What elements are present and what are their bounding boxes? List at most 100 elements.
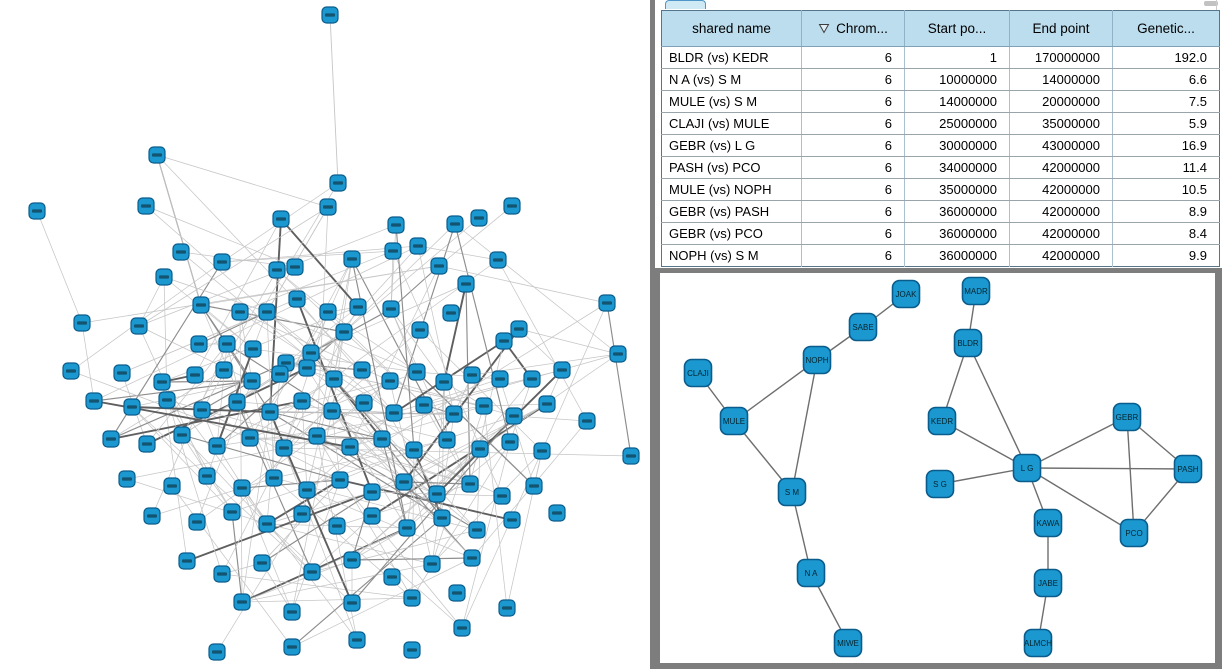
- network-node[interactable]: [286, 258, 304, 276]
- network-node[interactable]: [442, 304, 460, 322]
- network-node[interactable]: [382, 300, 400, 318]
- network-node[interactable]: [137, 197, 155, 215]
- network-node[interactable]: [130, 317, 148, 335]
- network-node[interactable]: [231, 303, 249, 321]
- network-node[interactable]: [430, 257, 448, 275]
- column-header-genetic[interactable]: Genetic...: [1112, 10, 1220, 47]
- network-node[interactable]: [525, 477, 543, 495]
- network-node-lg[interactable]: L G: [1012, 453, 1042, 483]
- network-node[interactable]: [28, 202, 46, 220]
- network-node-sg[interactable]: S G: [925, 469, 955, 499]
- network-node[interactable]: [283, 603, 301, 621]
- network-node[interactable]: [158, 391, 176, 409]
- network-node[interactable]: [253, 554, 271, 572]
- table-row[interactable]: MULE (vs) S M 6 14000000 20000000 7.5: [661, 90, 1220, 113]
- network-node[interactable]: [453, 619, 471, 637]
- network-edge[interactable]: [939, 467, 1028, 485]
- table-row[interactable]: NOPH (vs) S M 6 36000000 42000000 9.9: [661, 244, 1220, 267]
- network-node[interactable]: [275, 439, 293, 457]
- table-row[interactable]: N A (vs) S M 6 10000000 14000000 6.6: [661, 68, 1220, 91]
- network-node[interactable]: [283, 638, 301, 656]
- network-node[interactable]: [265, 469, 283, 487]
- network-node[interactable]: [384, 242, 402, 260]
- network-node[interactable]: [293, 392, 311, 410]
- network-node[interactable]: [343, 250, 361, 268]
- network-node[interactable]: [233, 479, 251, 497]
- network-node[interactable]: [258, 303, 276, 321]
- network-node[interactable]: [163, 477, 181, 495]
- network-node[interactable]: [403, 589, 421, 607]
- scrollbar-thumb[interactable]: [1204, 1, 1218, 6]
- network-node-jabe[interactable]: JABE: [1033, 568, 1063, 598]
- network-node[interactable]: [271, 365, 289, 383]
- network-node[interactable]: [395, 473, 413, 491]
- network-node[interactable]: [241, 429, 259, 447]
- network-node-gebr[interactable]: GEBR: [1112, 402, 1142, 432]
- network-node-pco[interactable]: PCO: [1119, 518, 1149, 548]
- network-node[interactable]: [493, 487, 511, 505]
- network-node[interactable]: [457, 275, 475, 293]
- network-node[interactable]: [548, 504, 566, 522]
- network-edge[interactable]: [967, 342, 1028, 469]
- network-node[interactable]: [411, 321, 429, 339]
- network-node[interactable]: [415, 396, 433, 414]
- network-node[interactable]: [62, 362, 80, 380]
- network-node-almch[interactable]: ALMCH: [1023, 628, 1053, 658]
- column-header-startpo[interactable]: Start po...: [904, 10, 1010, 47]
- network-node[interactable]: [298, 359, 316, 377]
- network-node[interactable]: [353, 361, 371, 379]
- network-node[interactable]: [523, 370, 541, 388]
- table-corner-tab[interactable]: [665, 0, 706, 9]
- network-node[interactable]: [192, 296, 210, 314]
- table-row[interactable]: PASH (vs) PCO 6 34000000 42000000 11.4: [661, 156, 1220, 179]
- network-node[interactable]: [498, 599, 516, 617]
- table-row[interactable]: GEBR (vs) PASH 6 36000000 42000000 8.9: [661, 200, 1220, 223]
- network-node[interactable]: [381, 372, 399, 390]
- network-node[interactable]: [328, 517, 346, 535]
- network-node[interactable]: [325, 370, 343, 388]
- network-node[interactable]: [258, 515, 276, 533]
- network-node[interactable]: [471, 440, 489, 458]
- network-node[interactable]: [208, 437, 226, 455]
- table-row[interactable]: GEBR (vs) PCO 6 36000000 42000000 8.4: [661, 222, 1220, 245]
- network-node[interactable]: [268, 261, 286, 279]
- network-node[interactable]: [495, 332, 513, 350]
- network-node[interactable]: [609, 345, 627, 363]
- network-node[interactable]: [491, 370, 509, 388]
- network-node[interactable]: [341, 438, 359, 456]
- network-node[interactable]: [387, 216, 405, 234]
- network-edge[interactable]: [1026, 416, 1128, 469]
- network-node[interactable]: [329, 174, 347, 192]
- network-node[interactable]: [113, 364, 131, 382]
- network-node-pash[interactable]: PASH: [1173, 454, 1203, 484]
- network-node[interactable]: [470, 209, 488, 227]
- network-node[interactable]: [319, 303, 337, 321]
- table-row[interactable]: GEBR (vs) L G 6 30000000 43000000 16.9: [661, 134, 1220, 157]
- network-node[interactable]: [298, 481, 316, 499]
- network-edge[interactable]: [1126, 416, 1135, 534]
- network-node[interactable]: [433, 509, 451, 527]
- network-node[interactable]: [215, 361, 233, 379]
- network-node[interactable]: [538, 395, 556, 413]
- network-node[interactable]: [178, 552, 196, 570]
- network-node[interactable]: [302, 344, 320, 362]
- network-node[interactable]: [468, 521, 486, 539]
- network-edge[interactable]: [1026, 467, 1135, 534]
- network-node[interactable]: [385, 404, 403, 422]
- network-node[interactable]: [228, 393, 246, 411]
- network-node[interactable]: [598, 294, 616, 312]
- network-node[interactable]: [409, 237, 427, 255]
- network-node[interactable]: [349, 298, 367, 316]
- network-node[interactable]: [138, 435, 156, 453]
- network-node-sabe[interactable]: SABE: [848, 312, 878, 342]
- network-node[interactable]: [208, 643, 226, 661]
- network-node[interactable]: [373, 430, 391, 448]
- network-node[interactable]: [448, 584, 466, 602]
- network-node[interactable]: [288, 290, 306, 308]
- network-node[interactable]: [331, 471, 349, 489]
- network-node[interactable]: [503, 197, 521, 215]
- network-node[interactable]: [308, 427, 326, 445]
- network-node[interactable]: [578, 412, 596, 430]
- network-node-kawa[interactable]: KAWA: [1033, 508, 1063, 538]
- column-header-sharedname[interactable]: shared name: [661, 10, 802, 47]
